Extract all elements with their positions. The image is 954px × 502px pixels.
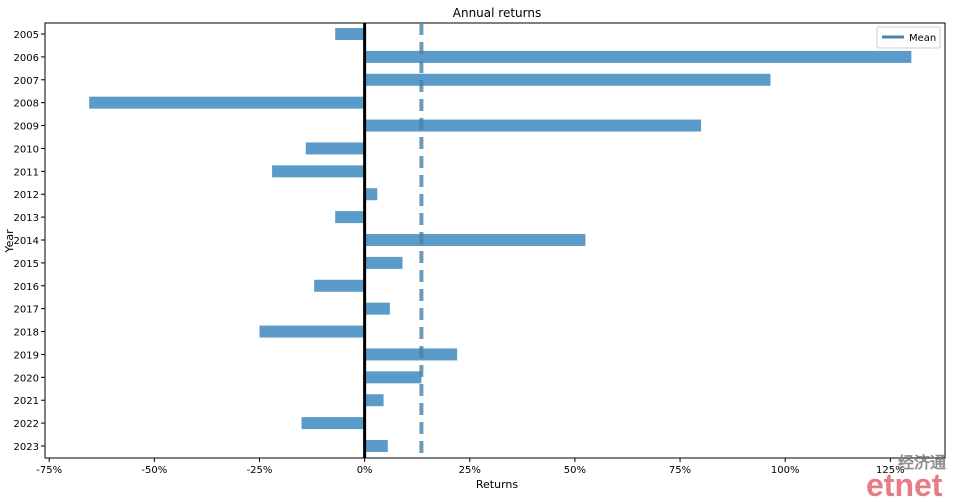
- y-tick-label-2010: 2010: [14, 144, 39, 155]
- bar-2008: [89, 96, 365, 109]
- bar-2019: [364, 348, 458, 361]
- x-tick-label: -25%: [247, 465, 273, 476]
- bar-2013: [335, 211, 365, 224]
- y-tick-label-2017: 2017: [14, 305, 39, 316]
- x-axis-ticks: -75% -50% -25% 0% 25% 50% 75% 100% 125%: [36, 458, 905, 476]
- y-tick-label-2014: 2014: [14, 236, 39, 247]
- y-tick-label-2018: 2018: [14, 328, 39, 339]
- y-tick-label-2021: 2021: [14, 396, 39, 407]
- bar-2009: [364, 119, 702, 132]
- bar-2020: [364, 371, 422, 384]
- x-tick-label: -75%: [36, 465, 62, 476]
- y-tick-label-2006: 2006: [14, 53, 39, 64]
- y-tick-label-2011: 2011: [14, 167, 39, 178]
- y-tick-label-2013: 2013: [14, 213, 39, 224]
- x-tick-label: 50%: [564, 465, 586, 476]
- y-tick-label-2005: 2005: [14, 30, 39, 41]
- reference-lines-layer: [363, 23, 424, 458]
- bar-2022: [301, 417, 365, 430]
- y-tick-label-2023: 2023: [14, 442, 39, 453]
- watermark-logo-text: etnet: [866, 467, 943, 498]
- y-tick-label-2016: 2016: [14, 282, 39, 293]
- etnet-watermark: 经济通 etnet: [866, 453, 946, 502]
- x-tick-label: 75%: [669, 465, 691, 476]
- x-tick-label: 100%: [771, 465, 800, 476]
- x-tick-label: -50%: [141, 465, 167, 476]
- y-tick-label-2015: 2015: [14, 259, 39, 270]
- bar-2021: [364, 394, 384, 407]
- x-tick-label: 125%: [876, 465, 905, 476]
- y-axis-label: Year: [3, 229, 16, 254]
- watermark-chinese-text: 经济通: [898, 453, 946, 472]
- bar-2011: [272, 165, 365, 178]
- legend-box: [876, 26, 941, 49]
- x-axis-label: Returns: [476, 478, 519, 491]
- bar-2018: [259, 325, 365, 338]
- y-tick-label-2008: 2008: [14, 99, 39, 110]
- y-tick-label-2022: 2022: [14, 419, 39, 430]
- bar-2017: [364, 302, 390, 315]
- chart-title: Annual returns: [453, 6, 541, 20]
- bar-2023: [364, 440, 388, 452]
- y-tick-label-2019: 2019: [14, 350, 39, 361]
- bar-2016: [314, 279, 365, 292]
- legend: Mean: [876, 26, 941, 49]
- bar-2007: [364, 73, 771, 86]
- bar-2014: [364, 234, 586, 246]
- y-axis-ticks: 2005 2006 2007 2008 2009 2010 2011 2012 2013 2014…: [14, 30, 45, 453]
- y-tick-label-2012: 2012: [14, 190, 39, 201]
- legend-label-mean: Mean: [909, 33, 936, 44]
- y-tick-label-2007: 2007: [14, 76, 39, 87]
- bar-2015: [364, 256, 403, 269]
- bar-2010: [305, 142, 365, 155]
- bar-2012: [364, 188, 378, 201]
- bar-2005: [335, 28, 365, 40]
- y-tick-label-2020: 2020: [14, 373, 39, 384]
- bar-2006: [364, 50, 912, 63]
- x-tick-label: 0%: [357, 465, 373, 476]
- y-tick-label-2009: 2009: [14, 122, 39, 133]
- x-tick-label: 25%: [459, 465, 481, 476]
- bars-layer: [89, 28, 912, 452]
